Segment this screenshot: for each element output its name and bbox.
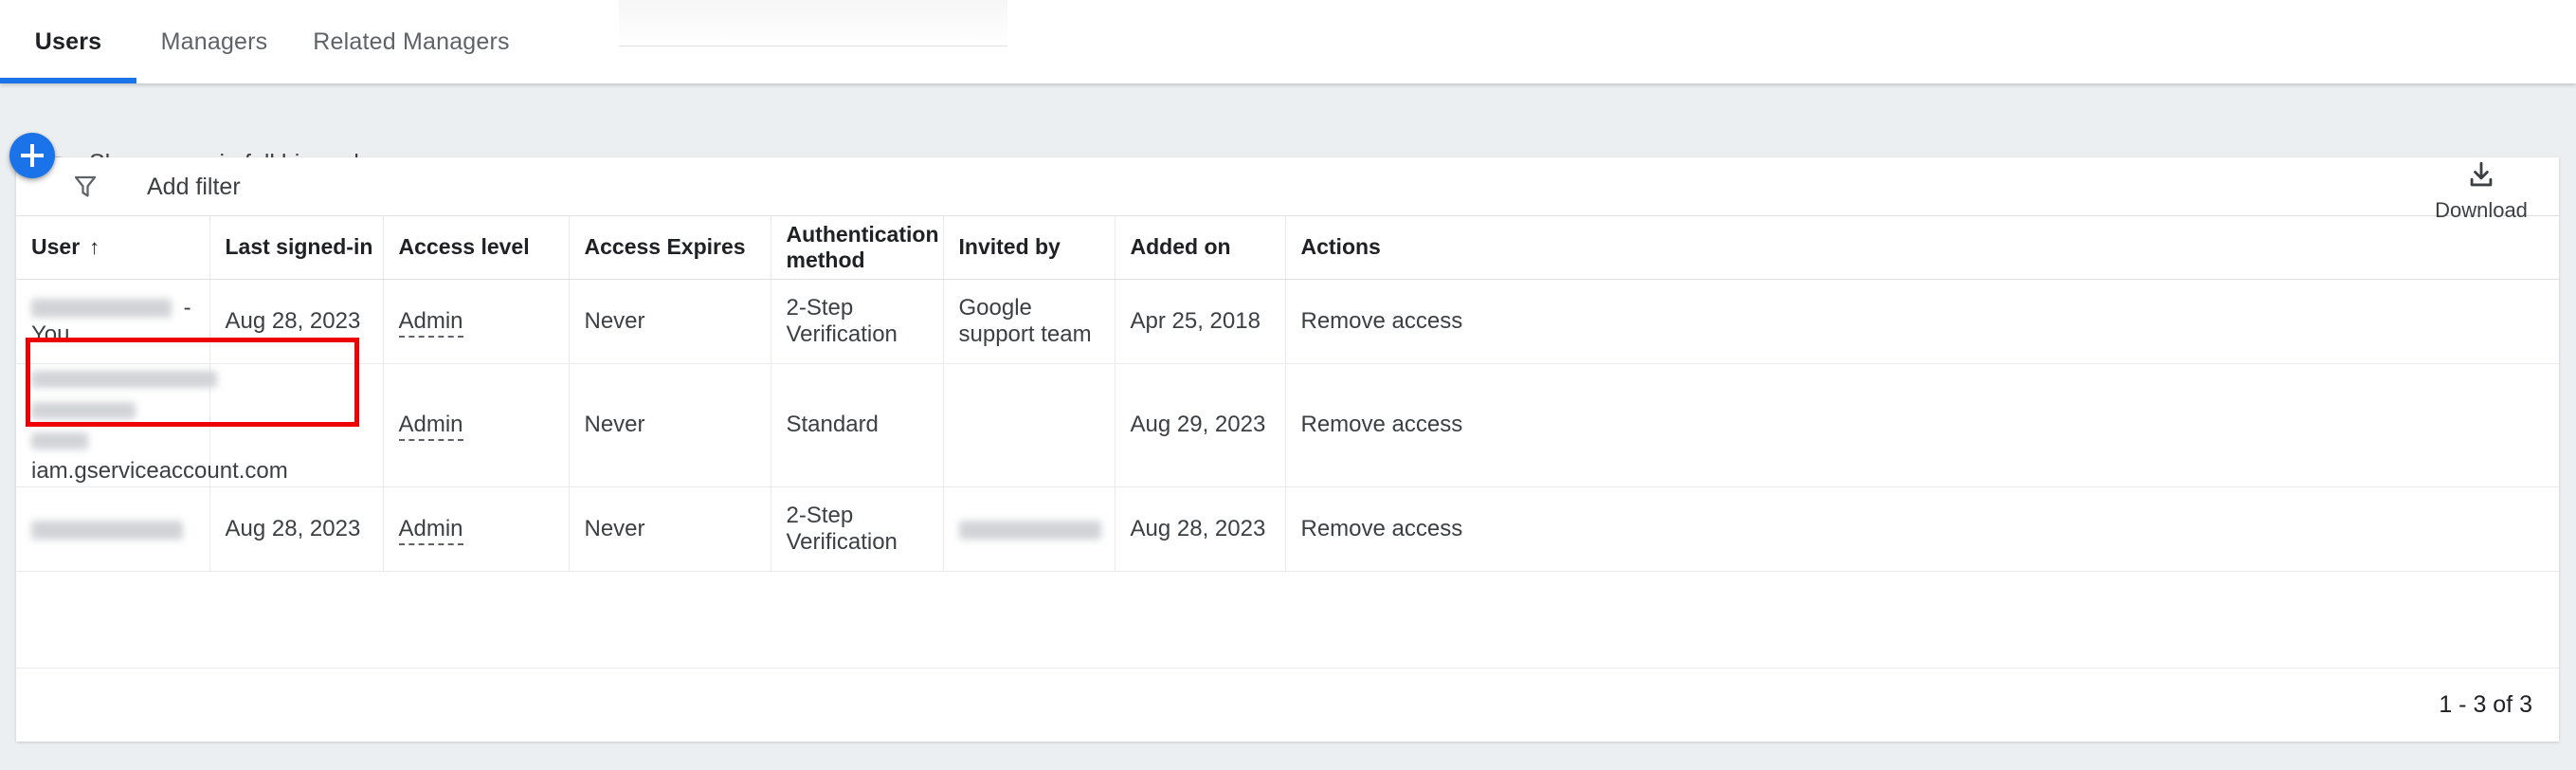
remove-access-button[interactable]: Remove access [1300, 412, 1463, 438]
redacted-email [31, 520, 183, 540]
service-account-email: iam.gserviceaccount.com [31, 364, 288, 487]
cell-access-expires: Never [569, 363, 771, 488]
sort-ascending-icon: ↑ [89, 235, 100, 260]
user-you-suffix: - You [31, 294, 191, 347]
tab-users[interactable]: Users [0, 0, 136, 83]
cell-invited-by: Google support team [943, 279, 1116, 364]
tab-related-managers[interactable]: Related Managers [292, 0, 531, 83]
plus-icon [21, 144, 44, 167]
cell-added-on: Apr 25, 2018 [1115, 279, 1286, 364]
filter-bar: Add filter Download [16, 157, 2559, 222]
download-label: Download [2435, 198, 2528, 222]
column-header-user-label: User [31, 234, 81, 260]
column-header-added-on[interactable]: Added on [1115, 216, 1286, 280]
cell-authentication-method: 2-Step Verification [771, 486, 944, 573]
pagination-range: 1 - 3 of 3 [2439, 691, 2532, 718]
column-header-last-signed-in[interactable]: Last signed-in [209, 216, 384, 280]
filter-funnel-icon[interactable] [71, 173, 100, 206]
cell-last-signed-in: Aug 28, 2023 [209, 486, 384, 573]
cell-access-level: Admin [383, 279, 570, 364]
users-table-card: Add filter Download Us [16, 157, 2559, 742]
access-level-link[interactable]: Admin [398, 307, 463, 338]
table-header-row: User ↑ Last signed-in Access level Access… [16, 216, 2559, 280]
add-filter-button[interactable]: Add filter [147, 174, 241, 200]
access-level-link[interactable]: Admin [398, 516, 463, 546]
cell-actions: Remove access [1285, 363, 2559, 488]
column-header-access-level[interactable]: Access level [383, 216, 570, 280]
overlay-panel-shadow [619, 0, 1007, 47]
table-row: iam.gserviceaccount.com Admin Never Stan… [16, 337, 2559, 488]
download-button[interactable]: Download [2424, 159, 2538, 223]
tab-managers[interactable]: Managers [136, 0, 292, 83]
column-header-actions[interactable]: Actions [1285, 216, 2559, 280]
redacted-email-line-1 [31, 371, 217, 389]
redacted-email [958, 520, 1101, 540]
cell-actions: Remove access [1285, 279, 2559, 364]
tab-users-label: Users [34, 28, 102, 55]
tab-managers-label: Managers [160, 28, 268, 55]
cell-invited-by [943, 363, 1116, 488]
access-level-link[interactable]: Admin [398, 412, 463, 442]
column-header-user[interactable]: User ↑ [16, 216, 210, 280]
cell-authentication-method: Standard [771, 363, 944, 488]
users-table: User ↑ Last signed-in Access level Access… [16, 216, 2559, 573]
redacted-email-line-3 [31, 431, 88, 449]
tab-active-indicator [0, 78, 136, 83]
table-row: - You Aug 28, 2023 Admin Never 2-Step Ve… [16, 279, 2559, 364]
tab-bar: Users Managers Related Managers [0, 0, 2576, 83]
tab-related-managers-label: Related Managers [313, 28, 510, 55]
redacted-email [31, 299, 172, 319]
remove-access-button[interactable]: Remove access [1300, 516, 1463, 542]
cell-access-expires: Never [569, 486, 771, 573]
cell-access-expires: Never [569, 279, 771, 364]
cell-last-signed-in: Aug 28, 2023 [209, 279, 384, 364]
cell-added-on: Aug 28, 2023 [1115, 486, 1286, 573]
download-icon [2465, 159, 2497, 196]
table-body: - You Aug 28, 2023 Admin Never 2-Step Ve… [16, 279, 2559, 573]
cell-actions: Remove access [1285, 486, 2559, 573]
table-row: Aug 28, 2023 Admin Never 2-Step Verifica… [16, 486, 2559, 573]
cell-access-level: Admin [383, 363, 570, 488]
cell-last-signed-in [209, 363, 384, 488]
table-header: User ↑ Last signed-in Access level Access… [16, 216, 2559, 280]
cell-user [16, 486, 210, 573]
table-footer: 1 - 3 of 3 [16, 668, 2559, 742]
cell-user: iam.gserviceaccount.com [16, 337, 359, 488]
cell-added-on: Aug 29, 2023 [1115, 363, 1286, 488]
cell-authentication-method: 2-Step Verification [771, 279, 944, 364]
column-header-authentication-method[interactable]: Authentication method [771, 216, 944, 280]
column-header-access-expires[interactable]: Access Expires [569, 216, 771, 280]
cell-user: - You [16, 279, 210, 364]
cell-invited-by [943, 486, 1116, 573]
add-user-fab[interactable] [9, 133, 55, 178]
redacted-email-line-2 [31, 401, 136, 419]
tab-list: Users Managers Related Managers [0, 0, 531, 83]
column-header-invited-by[interactable]: Invited by [943, 216, 1116, 280]
cell-access-level: Admin [383, 486, 570, 573]
remove-access-button[interactable]: Remove access [1300, 307, 1463, 334]
